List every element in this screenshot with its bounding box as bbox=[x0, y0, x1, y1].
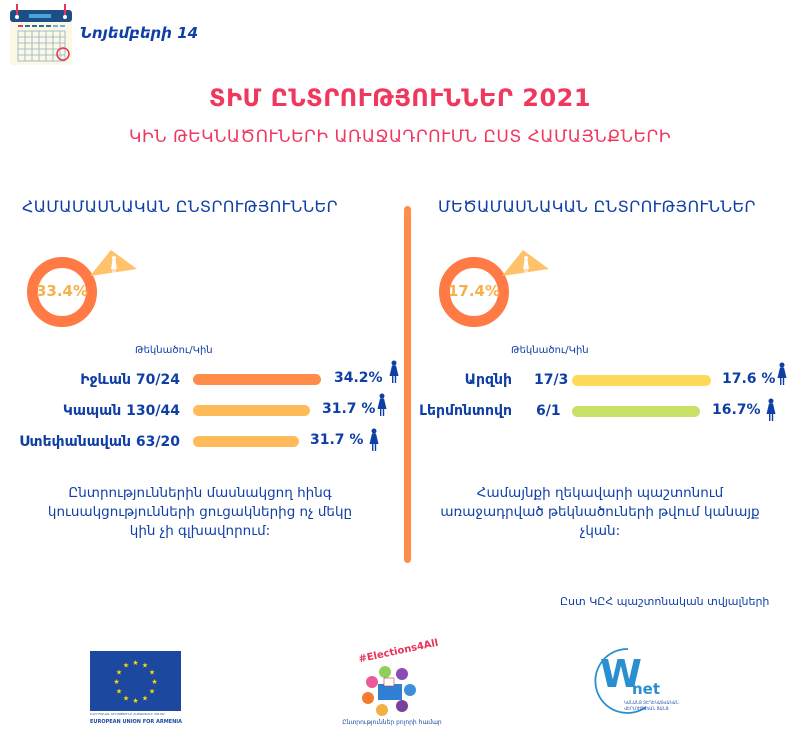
svg-text:★: ★ bbox=[113, 678, 119, 686]
elections-caption: Ընտրություններ բոլորի համար bbox=[342, 719, 442, 726]
woman-icon bbox=[523, 256, 529, 274]
source-note: Ըստ ԿԸՀ պաշտոնական տվյալների bbox=[560, 595, 770, 608]
woman-icon bbox=[766, 398, 776, 421]
woman-icon bbox=[777, 362, 787, 385]
left-row-label: Իջևան 70/24 bbox=[80, 372, 180, 388]
wnet-name: net bbox=[632, 680, 661, 698]
woman-icon bbox=[369, 428, 379, 451]
left-row-pct: 34.2% bbox=[334, 370, 383, 386]
calendar-icon bbox=[10, 4, 72, 65]
wnet-letter: W bbox=[600, 652, 642, 696]
svg-text:★: ★ bbox=[151, 678, 157, 686]
woman-icon bbox=[377, 393, 387, 416]
right-column-header: Թեկնածու/Կին bbox=[511, 345, 589, 356]
svg-text:★: ★ bbox=[142, 662, 148, 670]
eu-flag-logo: ★ ★★★★★ ★★★★★★ bbox=[90, 651, 181, 711]
left-donut-pct: 33.4% bbox=[35, 282, 89, 300]
left-donut-chart bbox=[27, 250, 137, 327]
date-label: Նոյեմբերի 14 bbox=[80, 24, 199, 42]
left-bar-kapan bbox=[193, 405, 310, 416]
right-section-title: ՄԵԾԱՄԱՍՆԱԿԱՆ ԸՆՏՐՈՒԹՅՈՒՆՆԵՐ bbox=[438, 197, 756, 216]
right-donut-chart bbox=[439, 250, 549, 327]
eu-caption: EUROPEAN UNION FOR ARMENIA bbox=[90, 719, 183, 725]
svg-text:★: ★ bbox=[123, 695, 129, 703]
right-bar-arzni bbox=[572, 375, 711, 386]
left-row-pct: 31.7 % bbox=[322, 401, 376, 417]
svg-text:★: ★ bbox=[132, 697, 138, 705]
right-row-ratio: 17/3 bbox=[534, 372, 569, 388]
right-row-pct: 17.6 % bbox=[722, 371, 776, 387]
left-column-header: Թեկնածու/Կին bbox=[135, 345, 213, 356]
left-section-title: ՀԱՄԱՄԱՍՆԱԿԱՆ ԸՆՏՐՈՒԹՅՈՒՆՆԵՐ bbox=[22, 197, 338, 216]
svg-text:★: ★ bbox=[116, 669, 122, 677]
svg-text:★: ★ bbox=[149, 688, 155, 696]
left-note: Ընտրություններին մասնակցող հինգ կուսակցո… bbox=[47, 485, 353, 539]
wnet-logo bbox=[594, 648, 647, 714]
wnet-caption-1: ԿԱՆԱՆՑ ՏԵՂԵԿԱՏՎԱԿԱՆ bbox=[624, 700, 679, 705]
right-row-pct: 16.7% bbox=[712, 402, 761, 418]
wnet-caption-2: ՎԵՐԼՈՒԾԱԿԱՆ ՑԱՆՑ bbox=[624, 706, 669, 711]
right-note: Համայնքի ղեկավարի պաշտոնում առաջադրված թ… bbox=[440, 485, 760, 539]
section-divider bbox=[404, 206, 411, 563]
right-row-ratio: 6/1 bbox=[536, 403, 561, 419]
left-bar-stepanavan bbox=[193, 436, 299, 447]
elections4all-logo bbox=[362, 665, 417, 719]
woman-icon bbox=[111, 256, 117, 274]
right-row-name: Արզնի bbox=[464, 372, 512, 388]
left-row-label: Ստեփանավան 63/20 bbox=[19, 434, 180, 450]
svg-text:★: ★ bbox=[149, 669, 155, 677]
svg-text:★: ★ bbox=[123, 662, 129, 670]
svg-text:★: ★ bbox=[116, 688, 122, 696]
left-row-label: Կապան 130/44 bbox=[62, 403, 180, 419]
right-row-name: Լերմոնտովո bbox=[419, 403, 512, 419]
svg-text:★: ★ bbox=[142, 695, 148, 703]
page-subtitle: ԿԻՆ ԹԵԿՆԱԾՈՒՆԵՐԻ ԱՌԱՋԱԴՐՈՒՄՆ ԸՍՏ ՀԱՄԱՅՆՔ… bbox=[129, 127, 671, 147]
woman-icon bbox=[389, 360, 399, 383]
svg-text:★: ★ bbox=[132, 659, 138, 667]
page-title: ՏԻՄ ԸՆՏՐՈՒԹՅՈՒՆՆԵՐ 2021 bbox=[208, 84, 592, 112]
right-bar-lermontovo bbox=[572, 406, 700, 417]
left-bar-ijevan bbox=[193, 374, 321, 385]
eu-caption-small: ԵՎՐՈՊԱԿԱՆ ՄԻՈՒԹՅՈՒՆԸ ՀԱՅԱՍՏԱՆԻ ՀԱՄԱՐ bbox=[90, 712, 166, 716]
left-row-pct: 31.7 % bbox=[310, 432, 364, 448]
right-donut-pct: 17.4% bbox=[447, 282, 501, 300]
